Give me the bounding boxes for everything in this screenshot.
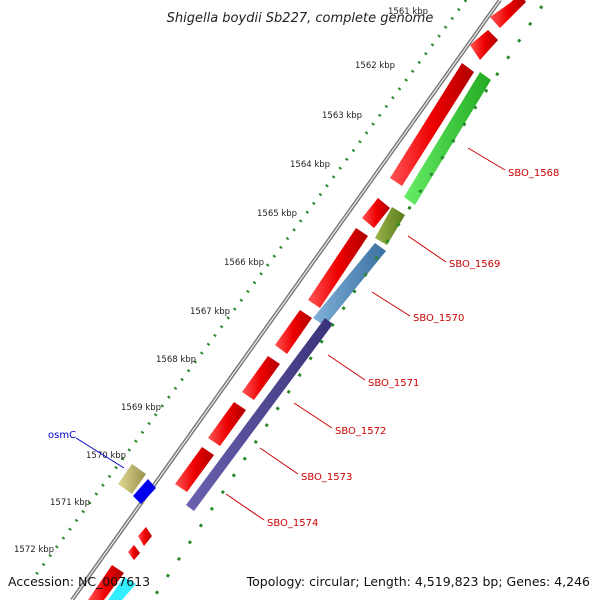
tick-label-1563: 1563 kbp [322, 111, 362, 121]
gene-SBO_1569 [375, 207, 405, 245]
label-SBO_1569: SBO_1569 [449, 259, 500, 270]
backbone [70, 0, 502, 600]
gene-cyan [108, 577, 136, 600]
accession-text: Accession: NC_007613 [8, 574, 150, 589]
label-SBO_1568: SBO_1568 [508, 168, 559, 179]
label-SBO_1573: SBO_1573 [301, 472, 352, 483]
leader-SBO_1568 [467, 147, 506, 171]
tick-label-1567: 1567 kbp [190, 307, 230, 317]
tick-dots-outer [30, 0, 468, 581]
leader-SBO_1574 [225, 493, 265, 521]
cds-forward-5 [308, 228, 368, 308]
gene-SBO_1571-1574 [186, 318, 333, 511]
cds-forward-2 [470, 30, 498, 60]
reverse-cds-track [108, 72, 491, 600]
tick-label-1570: 1570 kbp [86, 451, 126, 461]
label-osmC: osmC [48, 430, 76, 441]
genome-title: Shigella boydii Sb227, complete genome [167, 11, 434, 26]
cds-forward-9 [175, 447, 214, 492]
tick-label-1572: 1572 kbp [14, 545, 54, 555]
tick-label-1561: 1561 kbp [388, 7, 428, 17]
tick-label-1569: 1569 kbp [121, 403, 161, 413]
cds-forward-7 [242, 356, 280, 400]
tick-label-1571: 1571 kbp [50, 498, 90, 508]
label-SBO_1571: SBO_1571 [368, 378, 419, 389]
label-SBO_1572: SBO_1572 [335, 426, 386, 437]
leader-SBO_1571 [327, 354, 366, 381]
cds-forward-10 [138, 527, 152, 546]
tick-labels: 1561 kbp 1562 kbp 1563 kbp 1564 kbp 1565… [14, 7, 428, 555]
gene-SBO_1570 [313, 243, 386, 326]
tick-label-1565: 1565 kbp [257, 209, 297, 219]
leader-osmC [75, 437, 125, 469]
tick-dots-inner [150, 5, 544, 600]
cds-forward-6 [275, 310, 312, 354]
tick-label-1562: 1562 kbp [355, 61, 395, 71]
tick-label-1568: 1568 kbp [156, 355, 196, 365]
label-SBO_1574: SBO_1574 [267, 518, 318, 529]
gene-labels: SBO_1568 SBO_1569 SBO_1570 SBO_1571 SBO_… [267, 168, 559, 529]
cds-forward-4 [362, 198, 390, 228]
cds-forward-3 [390, 63, 474, 186]
gene-blue-small [133, 479, 156, 504]
cds-forward-1 [490, 0, 526, 28]
genome-summary-text: Topology: circular; Length: 4,519,823 bp… [246, 574, 590, 589]
leader-SBO_1573 [259, 447, 299, 475]
leader-SBO_1570 [371, 291, 411, 317]
label-SBO_1570: SBO_1570 [413, 313, 464, 324]
cds-forward-11 [128, 545, 140, 560]
gene-SBO_1568 [404, 72, 491, 205]
tick-label-1564: 1564 kbp [290, 160, 330, 170]
forward-cds-track [88, 0, 526, 600]
leader-SBO_1569 [407, 235, 447, 263]
leader-SBO_1572 [293, 402, 333, 429]
cds-forward-12 [88, 565, 124, 600]
gene-osmC [118, 464, 146, 494]
cds-forward-8 [208, 402, 246, 446]
label-leaders [225, 147, 506, 521]
tick-label-1566: 1566 kbp [224, 258, 264, 268]
